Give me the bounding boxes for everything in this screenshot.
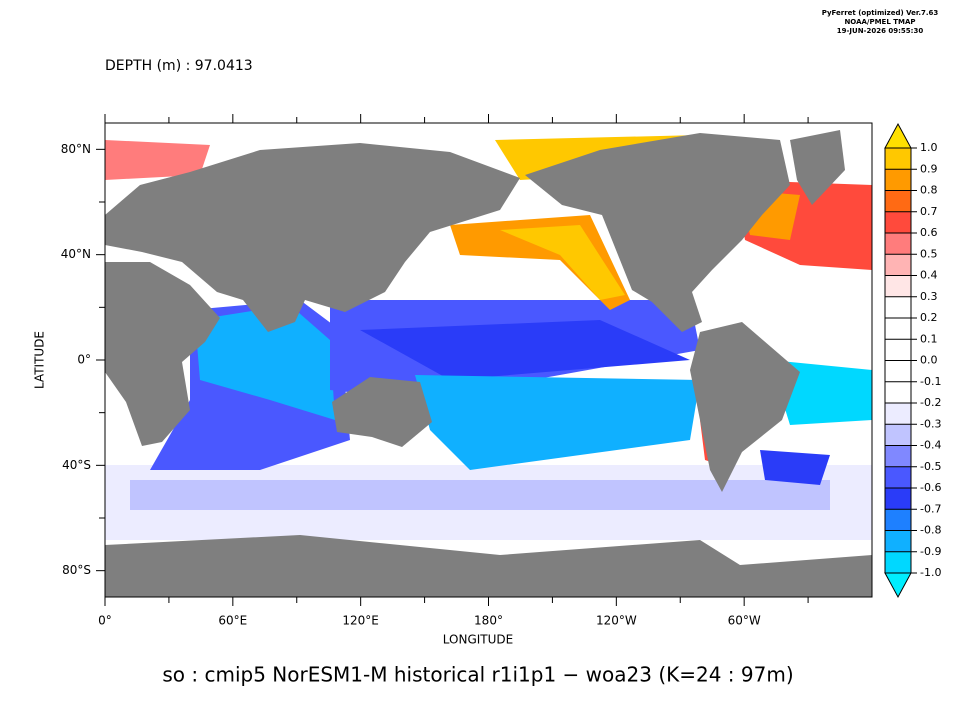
- colorbar-bin: [885, 530, 911, 552]
- colorbar-bin: [885, 360, 911, 382]
- x-tick-label: 180°: [474, 614, 503, 628]
- colorbar-bin: [885, 318, 911, 340]
- colorbar-label: -0.6: [920, 481, 941, 494]
- pacific-patch: [360, 320, 690, 380]
- colorbar-bin: [885, 296, 911, 318]
- colorbar-under: [884, 572, 912, 599]
- australia: [332, 377, 432, 447]
- title: so : cmip5 NorESM1-M historical r1i1p1 −…: [162, 663, 793, 687]
- colorbar-label: 0.7: [920, 205, 938, 218]
- africa: [105, 262, 220, 446]
- colorbar-label: 0.6: [920, 226, 938, 239]
- timestamp-label: 19-JUN-2026 09:55:30: [837, 27, 924, 35]
- y-tick-label: 80°S: [62, 563, 91, 577]
- colorbar-label: -0.7: [920, 502, 941, 515]
- organization-label: NOAA/PMEL TMAP: [844, 18, 915, 26]
- colorbar-label: -0.5: [920, 460, 941, 473]
- land: [105, 130, 872, 597]
- colorbar-label: -0.2: [920, 396, 941, 409]
- colorbar-label: 0.0: [920, 354, 938, 367]
- colorbar-bin: [885, 169, 911, 191]
- colorbar-label: 0.8: [920, 184, 938, 197]
- colorbar-bin: [885, 233, 911, 255]
- colorbar-bin: [885, 148, 911, 170]
- software-label: PyFerret (optimized) Ver.7.63: [822, 9, 939, 17]
- colorbar-label: -0.4: [920, 439, 941, 452]
- colorbar-label: 0.5: [920, 247, 938, 260]
- colorbar-label: 0.1: [920, 332, 938, 345]
- greenland: [790, 130, 845, 205]
- colorbar-bin: [885, 190, 911, 212]
- colorbar-label: -0.8: [920, 524, 941, 537]
- colorbar-label: -0.3: [920, 417, 941, 430]
- south-atlantic-patch: [760, 450, 830, 485]
- north-pacific-patch: [500, 225, 625, 300]
- y-tick-label: 0°: [77, 353, 91, 367]
- y-tick-label: 40°S: [62, 458, 91, 472]
- colorbar-label: 0.2: [920, 311, 938, 324]
- x-tick-label: 120°W: [596, 614, 637, 628]
- x-axis-label: LONGITUDE: [443, 633, 513, 647]
- colorbar-label: -0.9: [920, 545, 941, 558]
- colorbar-over: [884, 122, 912, 149]
- antarctica: [105, 535, 872, 597]
- colorbar-bin: [885, 466, 911, 488]
- colorbar-bin: [885, 381, 911, 403]
- colorbar-label: 1.0: [920, 141, 938, 154]
- colorbar-bin: [885, 424, 911, 446]
- subtitle: DEPTH (m) : 97.0413: [105, 58, 253, 74]
- eurasia: [105, 143, 520, 332]
- nordic-patch: [105, 140, 210, 180]
- colorbar-label: 0.9: [920, 162, 938, 175]
- y-tick-label: 40°N: [61, 247, 91, 261]
- colorbar-label: -0.1: [920, 375, 941, 388]
- colorbar-bin: [885, 211, 911, 233]
- colorbar-bin: [885, 445, 911, 467]
- colorbar-label: 0.4: [920, 269, 938, 282]
- indian-ocean-patch: [195, 305, 335, 420]
- y-tick-label: 80°N: [61, 142, 91, 156]
- x-tick-label: 120°E: [342, 614, 379, 628]
- north-america: [525, 133, 790, 332]
- x-tick-label: 60°E: [218, 614, 247, 628]
- x-tick-label: 0°: [98, 614, 112, 628]
- colorbar-bin: [885, 403, 911, 425]
- colorbar-bin: [885, 509, 911, 531]
- colorbar-bin: [885, 551, 911, 573]
- south-america: [690, 322, 800, 492]
- colorbar-bin: [885, 254, 911, 276]
- colorbar-label: -1.0: [920, 566, 941, 579]
- colorbar-label: 0.3: [920, 290, 938, 303]
- colorbar-bin: [885, 488, 911, 510]
- colorbar-bin: [885, 339, 911, 361]
- y-axis-label: LATITUDE: [33, 331, 47, 389]
- x-tick-label: 60°W: [728, 614, 761, 628]
- colorbar-bin: [885, 275, 911, 297]
- southern-ocean-patch: [130, 480, 830, 510]
- south-pacific-patch: [415, 375, 700, 470]
